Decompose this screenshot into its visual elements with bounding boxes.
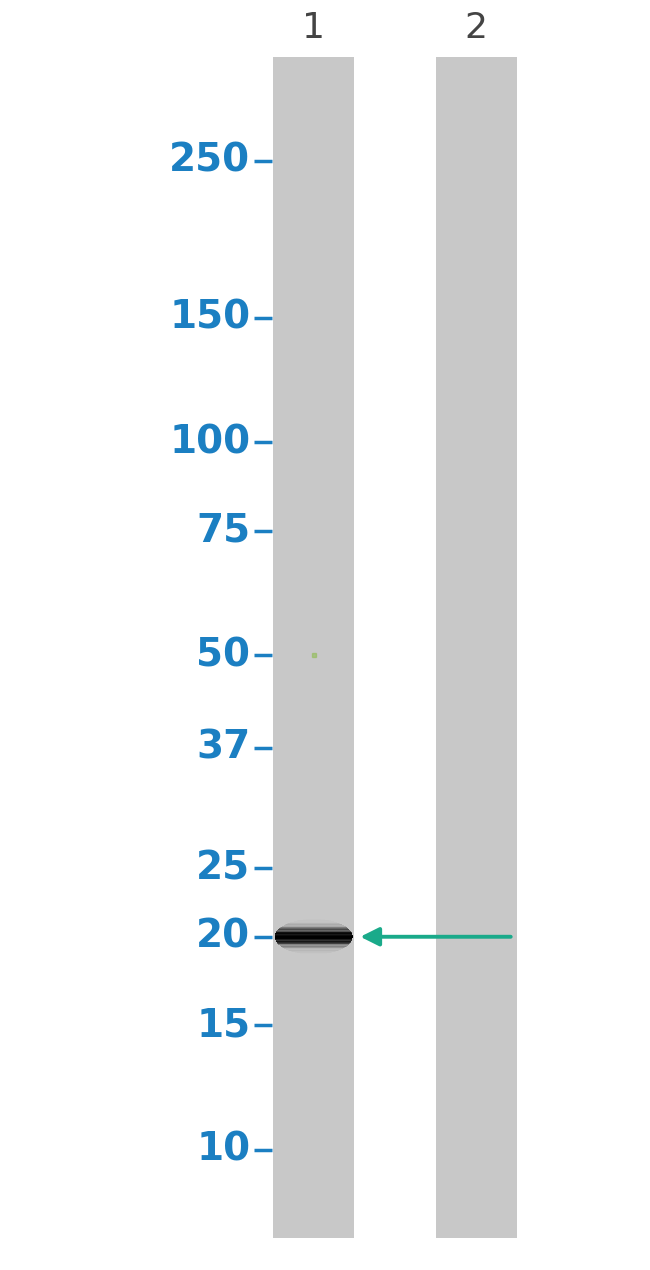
Text: 75: 75 (196, 512, 250, 550)
Text: 10: 10 (196, 1130, 250, 1168)
Text: 15: 15 (196, 1006, 250, 1044)
Text: 100: 100 (169, 423, 250, 461)
Bar (436, 57, 517, 1238)
Text: 250: 250 (169, 141, 250, 179)
Text: 150: 150 (169, 298, 250, 337)
Text: 50: 50 (196, 636, 250, 674)
Bar (273, 57, 354, 1238)
Text: 37: 37 (196, 729, 250, 767)
Text: 2: 2 (465, 11, 488, 44)
Text: 1: 1 (302, 11, 325, 44)
Text: 20: 20 (196, 918, 250, 956)
Text: 25: 25 (196, 850, 250, 888)
